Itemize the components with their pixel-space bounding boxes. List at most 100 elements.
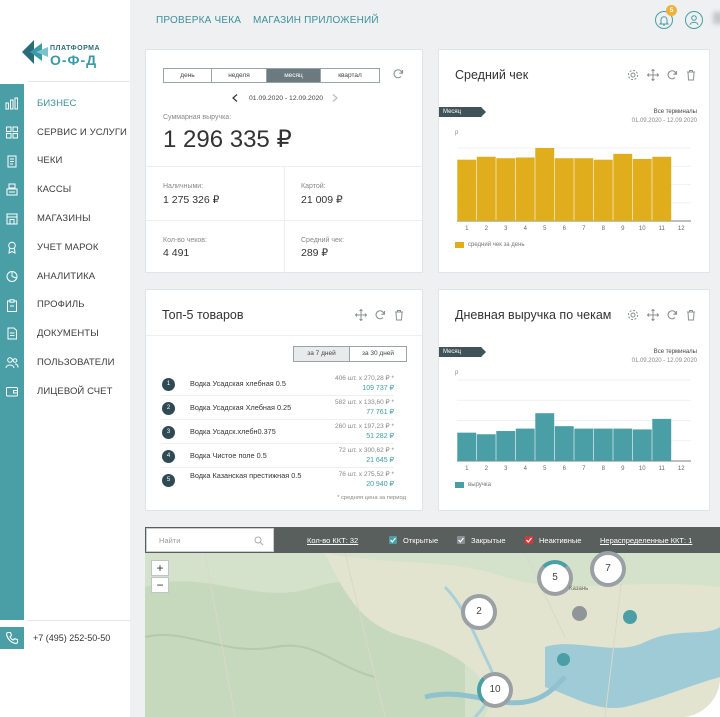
list-item[interactable]: 5 Водка Казанская престижная 0.5 76 шт. … [162,468,394,492]
refresh-icon[interactable] [392,68,404,80]
settings-icon[interactable] [627,309,639,321]
map-cluster[interactable]: 2 [461,594,497,630]
chart-bar[interactable] [593,428,613,461]
zoom-out-button[interactable]: − [151,577,169,593]
sidebar-item-profile[interactable]: ПРОФИЛЬ [0,291,130,320]
period-day-tab[interactable]: день [164,69,212,82]
chart-bar[interactable] [554,426,574,461]
chart-bar[interactable] [574,428,594,461]
move-icon[interactable] [355,309,367,321]
map-search-input[interactable]: Найти [146,528,274,552]
map-marker[interactable] [557,653,570,666]
move-icon[interactable] [647,309,659,321]
logo[interactable]: ПЛАТФОРМА О-Ф-Д [22,38,117,68]
sidebar-item-analytics[interactable]: АНАЛИТИКА [0,262,130,291]
chart-bar[interactable] [613,428,633,461]
check-verify-link[interactable]: ПРОВЕРКА ЧЕКА [156,15,242,26]
filter-open-checkbox[interactable] [389,536,397,544]
x-tick-label: 12 [678,466,685,472]
chart-bar[interactable] [652,418,672,461]
phone-button[interactable] [0,627,24,649]
wallet-icon [6,386,18,397]
trash-icon[interactable] [685,69,697,81]
chart-bar[interactable] [574,158,594,221]
list-item[interactable]: 4 Водка Чистое поле 0.5 72 шт. х 300,62 … [162,444,394,468]
map-cluster[interactable]: 7 [590,551,626,587]
kkt-count-link[interactable]: Кол-во ККТ: 32 [307,536,359,545]
sidebar-item-stamps[interactable]: УЧЕТ МАРОК [0,233,130,262]
daily-revenue-card: Дневная выручка по чекам Месяц Все терми… [438,289,710,511]
list-item[interactable]: 3 Водка Усадск.хлебн0.375 260 шт. х 197,… [162,420,394,444]
chart-bar[interactable] [496,158,516,221]
zoom-in-button[interactable]: + [151,560,169,576]
sidebar-item-label: ЧЕКИ [37,155,63,167]
chart-bar[interactable] [457,159,477,221]
support-phone[interactable]: +7 (495) 252-50-50 [33,633,111,643]
sidebar-item-documents[interactable]: ДОКУМЕНТЫ [0,319,130,348]
product-qty: 260 шт. х 197,23 ₽ * [335,423,394,430]
app-store-link[interactable]: МАГАЗИН ПРИЛОЖЕНИЙ [253,15,379,26]
divider [146,335,422,336]
sidebar-item-account[interactable]: ЛИЦЕВОЙ СЧЕТ [0,377,130,406]
refresh-icon[interactable] [374,309,386,321]
sidebar-item-stores[interactable]: МАГАЗИНЫ [0,204,130,233]
sidebar-item-registers[interactable]: КАССЫ [0,175,130,204]
notifications-button[interactable] [655,11,673,29]
chart-bar[interactable] [632,158,652,221]
user-menu-button[interactable] [685,11,703,29]
next-period-icon[interactable] [332,94,338,102]
period-week-tab[interactable]: неделя [212,69,267,82]
chart-bar[interactable] [632,429,652,461]
period-ribbon: Месяц [439,107,486,117]
map-marker[interactable] [623,610,637,624]
period-7days-tab[interactable]: за 7 дней [294,347,351,361]
chart-bar[interactable] [652,156,672,221]
account-name-blurred[interactable]: ██████████████ [713,13,720,24]
chart-bar[interactable] [515,157,535,221]
filter-closed-checkbox[interactable] [457,536,465,544]
sidebar-item-business[interactable]: БИЗНЕС [0,89,130,118]
chart-bar[interactable] [535,148,555,221]
x-tick-label: 7 [582,466,586,472]
trash-icon[interactable] [393,309,405,321]
map-cluster[interactable]: 5 [537,560,573,596]
prev-period-icon[interactable] [232,94,238,102]
unassigned-kkt-link[interactable]: Нераспределенные ККТ: 1 [600,536,693,545]
chart-bar[interactable] [476,434,496,461]
sidebar-rail [0,84,24,620]
refresh-icon[interactable] [666,309,678,321]
period-quarter-tab[interactable]: квартал [338,72,362,79]
map-cluster[interactable]: 10 [477,672,513,708]
chart-bar[interactable] [554,158,574,221]
chart-bar[interactable] [496,431,516,461]
map-marker[interactable] [572,606,587,621]
period-30days-tab[interactable]: за 30 дней [361,350,395,357]
trash-icon[interactable] [685,309,697,321]
list-item[interactable]: 1 Водка Усадская хлебная 0.5 406 шт. х 2… [162,372,394,396]
filter-inactive-label: Неактивные [539,536,582,545]
chart-bar[interactable] [593,159,613,221]
period-month-tab[interactable]: месяц [267,69,321,82]
sidebar-item-services[interactable]: СЕРВИС И УСЛУГИ [0,118,130,147]
product-sum: 21 645 ₽ [366,457,394,464]
kkt-map[interactable]: Найти Кол-во ККТ: 32 Открытые Закрытые Н… [145,527,720,717]
sidebar-item-users[interactable]: ПОЛЬЗОВАТЕЛИ [0,348,130,377]
rank-badge: 1 [162,378,175,391]
chart-bar[interactable] [613,153,633,221]
revenue-period-switch: день неделя месяц квартал [163,68,380,83]
sidebar-item-label: АНАЛИТИКА [37,270,96,282]
chart-bar[interactable] [515,428,535,461]
sidebar-item-checks[interactable]: ЧЕКИ [0,147,130,176]
settings-icon[interactable] [627,69,639,81]
chart-bar[interactable] [457,432,477,461]
rank-badge: 5 [162,474,175,487]
check-icon [526,537,532,543]
list-item[interactable]: 2 Водка Усадская Хлебная 0.25 582 шт. х … [162,396,394,420]
filter-inactive-checkbox[interactable] [525,536,533,544]
move-icon[interactable] [647,69,659,81]
chart-bar[interactable] [535,413,555,461]
product-name: Водка Усадская хлебная 0.5 [190,379,286,388]
refresh-icon[interactable] [666,69,678,81]
cash-register-icon [6,183,18,196]
chart-bar[interactable] [476,156,496,221]
